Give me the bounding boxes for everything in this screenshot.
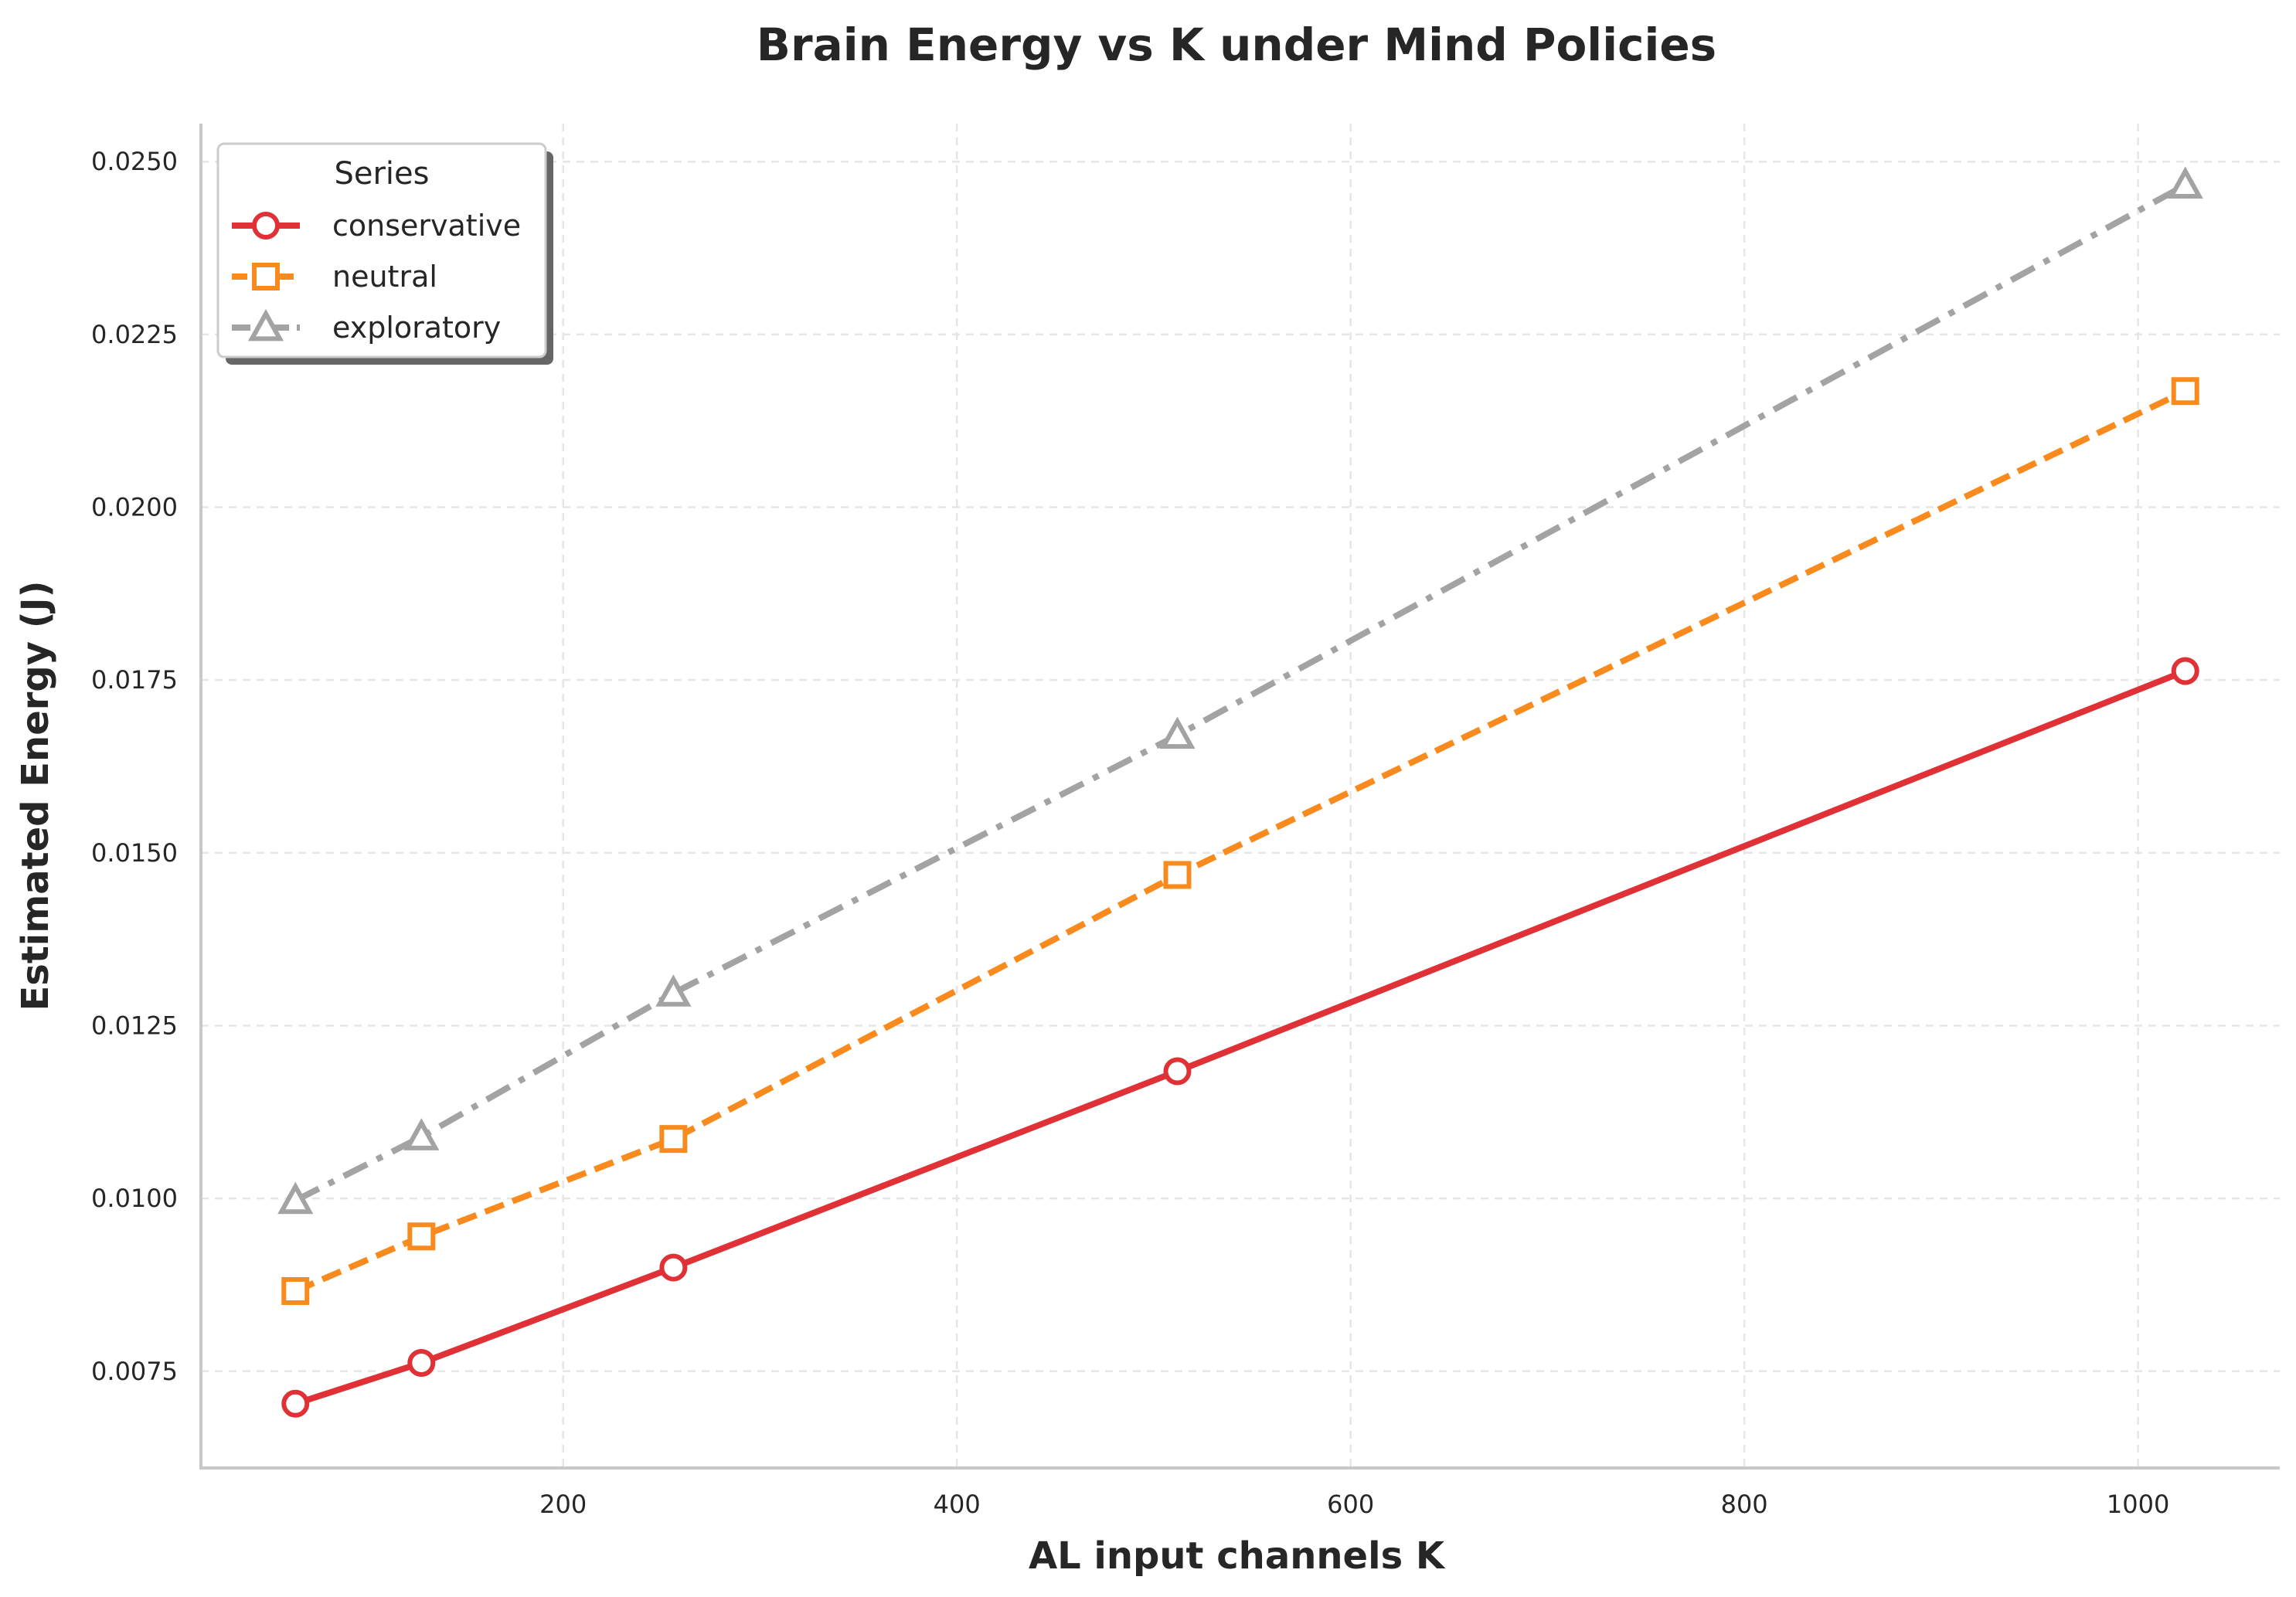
legend-label: neutral	[332, 260, 437, 294]
x-tick-label: 400	[934, 1490, 981, 1519]
legend-marker	[247, 308, 284, 341]
axes-spine	[199, 124, 2280, 1470]
legend: Series conservative neutral exploratory	[216, 142, 553, 365]
data-point-exploratory	[655, 974, 692, 1007]
x-axis-label: AL input channels K	[1029, 1534, 1446, 1578]
data-point-neutral	[407, 1222, 436, 1251]
y-tick-label: 0.0075	[91, 1357, 178, 1386]
series-line-conservative	[294, 668, 2187, 1407]
y-tick-label: 0.0225	[91, 320, 178, 349]
series-exploratory	[277, 166, 2203, 1215]
data-point-neutral	[1163, 861, 1192, 889]
legend-box	[216, 142, 547, 358]
legend-entries: conservative neutral exploratory	[232, 209, 521, 345]
legend-entry-conservative: conservative	[232, 209, 521, 243]
legend-marker	[252, 212, 280, 240]
series-line-neutral	[294, 388, 2187, 1294]
y-tick-label: 0.0200	[91, 493, 178, 522]
data-point-exploratory	[2167, 166, 2203, 199]
y-tick-label: 0.0150	[91, 838, 178, 868]
data-point-exploratory	[1159, 716, 1196, 749]
legend-label: exploratory	[332, 311, 501, 345]
data-point-conservative	[407, 1349, 436, 1378]
data-point-exploratory	[403, 1118, 440, 1150]
data-point-neutral	[2171, 377, 2199, 406]
series-neutral	[281, 377, 2199, 1305]
legend-title: Series	[334, 156, 429, 192]
x-tick-label: 1000	[2107, 1490, 2169, 1519]
series-line-exploratory	[294, 182, 2187, 1204]
chart-title: Brain Energy vs K under Mind Policies	[757, 19, 1716, 71]
series	[277, 166, 2203, 1418]
y-tick-label: 0.0250	[91, 147, 178, 176]
axes	[199, 124, 2280, 1470]
legend-label: conservative	[332, 209, 521, 243]
y-tick-label: 0.0175	[91, 665, 178, 695]
data-point-conservative	[2171, 657, 2199, 685]
legend-marker	[252, 263, 280, 291]
x-tick-label: 600	[1327, 1490, 1374, 1519]
data-point-exploratory	[277, 1181, 314, 1215]
data-point-conservative	[281, 1389, 310, 1418]
series-conservative	[281, 657, 2199, 1418]
grid	[201, 124, 2280, 1468]
data-point-neutral	[659, 1125, 688, 1154]
tick-labels: 200 400 600 800 1000 0.0075 0.0100 0.0125 0.0150…	[91, 147, 2169, 1519]
x-tick-label: 800	[1721, 1490, 1768, 1519]
y-tick-label: 0.0125	[91, 1011, 178, 1040]
data-point-conservative	[1163, 1057, 1192, 1086]
x-tick-label: 200	[539, 1490, 587, 1519]
data-point-conservative	[659, 1253, 688, 1282]
y-axis-label: Estimated Energy (J)	[14, 580, 57, 1011]
legend-entry-exploratory: exploratory	[232, 308, 501, 345]
legend-entry-neutral: neutral	[232, 260, 437, 294]
data-point-neutral	[281, 1276, 310, 1305]
y-tick-label: 0.0100	[91, 1184, 178, 1213]
